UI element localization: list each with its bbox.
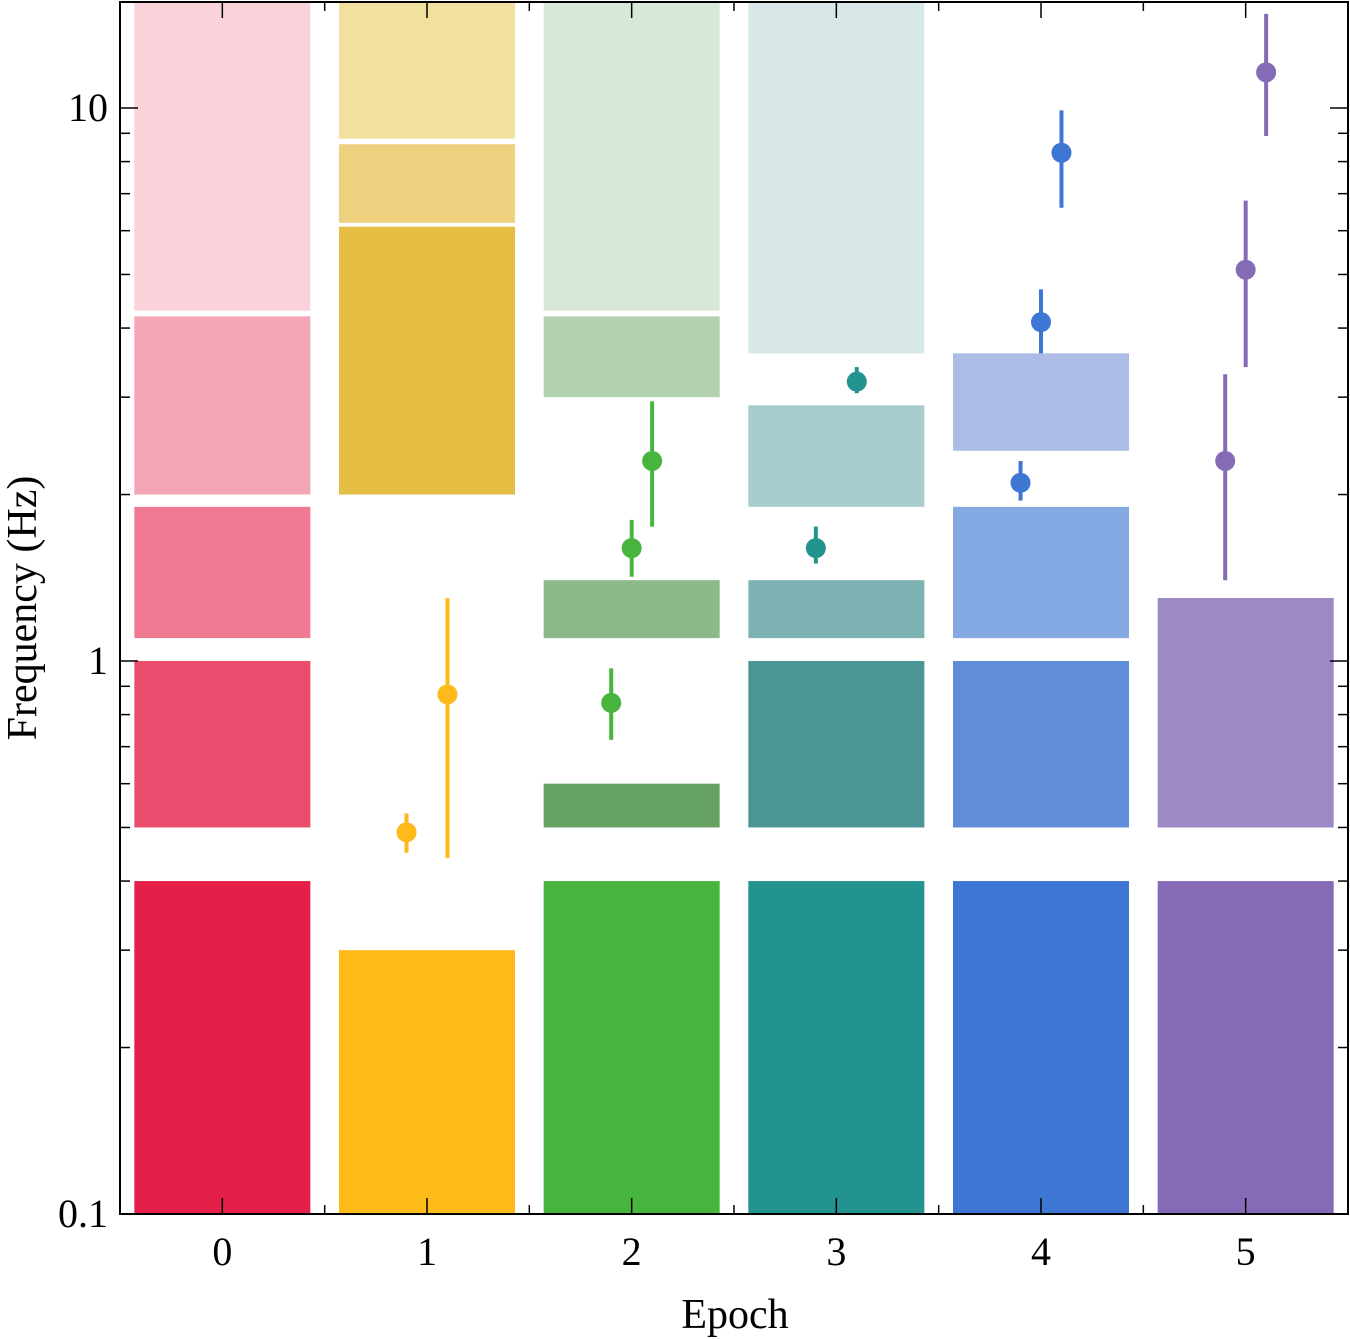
y-tick-label-10: 10: [68, 85, 108, 130]
band-epoch-0-2: [134, 506, 311, 639]
band-epoch-3-17: [748, 405, 925, 507]
band-epoch-3-14: [748, 881, 925, 1214]
band-epoch-1-7: [338, 144, 516, 223]
band-epoch-0-4: [134, 2, 311, 311]
band-epoch-1-8: [338, 2, 516, 139]
band-epoch-0-1: [134, 661, 311, 828]
data-point-11: [1235, 259, 1256, 280]
band-epoch-4-19: [952, 881, 1130, 1214]
band-epoch-5-23: [1157, 881, 1334, 1214]
band-epoch-0-0: [134, 881, 311, 1214]
band-epoch-4-21: [952, 506, 1130, 639]
band-epoch-4-20: [952, 661, 1130, 828]
data-point-3: [621, 538, 642, 559]
band-epoch-5-24: [1157, 597, 1334, 828]
data-point-7: [1010, 472, 1031, 493]
band-epoch-2-13: [543, 2, 720, 311]
data-point-9: [1051, 142, 1072, 163]
y-tick-labels: 0.1 1 10: [58, 85, 108, 1236]
band-epoch-2-10: [543, 783, 720, 828]
x-tick-label-2: 2: [622, 1229, 642, 1274]
x-tick-label-1: 1: [417, 1229, 437, 1274]
y-tick-label-1: 1: [88, 638, 108, 683]
y-axis-label: Frequency (Hz): [0, 476, 46, 741]
band-epoch-2-11: [543, 580, 720, 639]
x-tick-label-3: 3: [826, 1229, 846, 1274]
y-tick-label-0.1: 0.1: [58, 1191, 108, 1236]
x-tick-label-0: 0: [212, 1229, 232, 1274]
band-epoch-4-22: [952, 353, 1130, 451]
band-layer: [134, 2, 1334, 1214]
tick-layer: [119, 2, 1349, 1215]
data-point-6: [846, 371, 867, 392]
band-epoch-3-18: [748, 2, 925, 354]
band-epoch-0-3: [134, 316, 311, 495]
data-point-12: [1256, 62, 1277, 83]
band-epoch-3-15: [748, 661, 925, 828]
data-point-5: [805, 538, 826, 559]
data-point-10: [1215, 450, 1236, 471]
data-point-4: [642, 450, 663, 471]
x-axis-label: Epoch: [681, 1292, 788, 1338]
band-epoch-2-9: [543, 881, 720, 1214]
data-point-2: [601, 692, 622, 713]
data-point-8: [1031, 312, 1051, 333]
band-epoch-2-12: [543, 316, 720, 398]
x-tick-labels: 0 1 2 3 4 5: [212, 1229, 1255, 1274]
point-layer: [396, 13, 1277, 859]
data-point-0: [396, 822, 417, 843]
data-point-1: [437, 684, 458, 705]
x-tick-label-5: 5: [1236, 1229, 1256, 1274]
band-epoch-3-16: [748, 580, 925, 639]
x-tick-label-4: 4: [1031, 1229, 1051, 1274]
band-epoch-1-6: [338, 226, 516, 495]
band-epoch-1-5: [338, 950, 516, 1214]
